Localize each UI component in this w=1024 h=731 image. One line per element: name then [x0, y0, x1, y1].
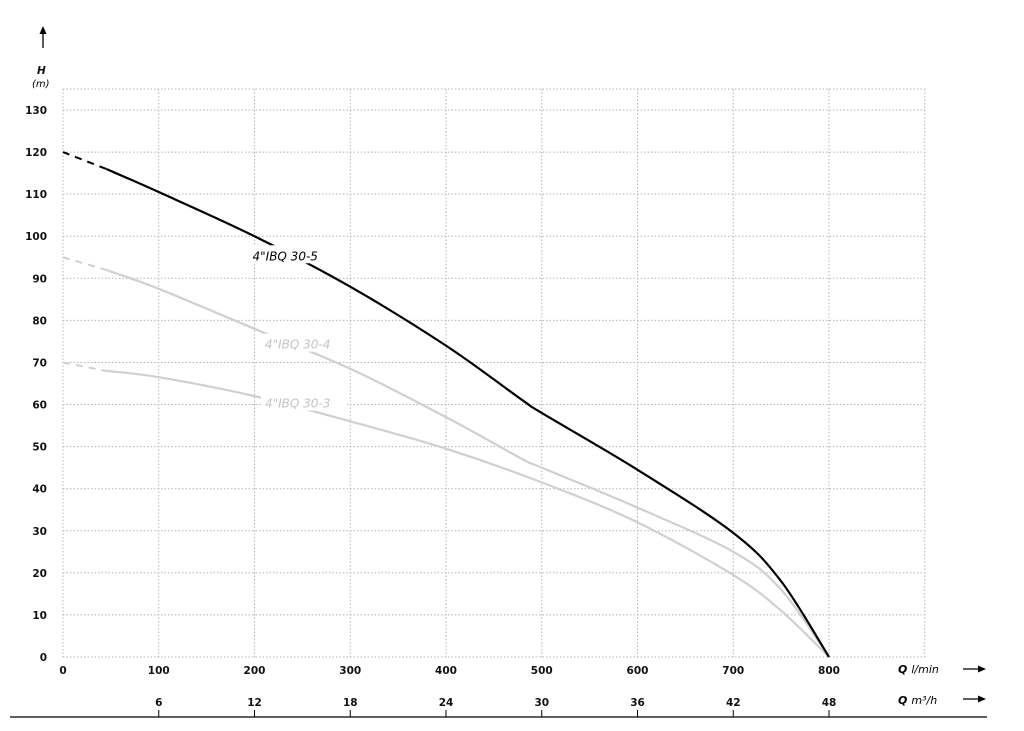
x-tick-label: 800: [818, 665, 840, 677]
y-tick-label: 120: [25, 147, 47, 159]
series-label: 4"IBQ 30-5: [253, 249, 318, 263]
axes: 0 10 20 30 40 50 60 70 80 90 100 110 120 130 0 100 200 30…: [10, 105, 987, 718]
y-tick-label: 90: [32, 273, 47, 285]
x2-tick-label: 42: [726, 697, 741, 709]
x2-tick-label: 30: [534, 697, 549, 709]
x-axis-arrow-icon: [963, 665, 986, 673]
x-tick-label: 300: [339, 665, 361, 677]
grid: [62, 88, 926, 658]
x2-tick-label: 36: [630, 697, 645, 709]
x2-tick-label: 24: [439, 697, 454, 709]
y-tick-label: 100: [25, 231, 47, 243]
y-axis-arrow-icon: [39, 26, 47, 48]
x-tick-label: 100: [148, 665, 170, 677]
x2-tick-label: 12: [247, 697, 262, 709]
y-tick-label: 110: [25, 189, 47, 201]
y-axis-unit: (m): [32, 79, 50, 90]
x-tick-label: 600: [627, 665, 649, 677]
x2-tick-label: 6: [155, 697, 162, 709]
y-tick-label: 30: [32, 526, 47, 538]
series-label: 4"IBQ 30-3: [265, 397, 330, 411]
series-label-background: [260, 333, 347, 352]
y-tick-label: 80: [32, 315, 47, 327]
series-dashed-line: [62, 361, 107, 372]
x2-axis-arrow-icon: [963, 695, 986, 703]
series-line: [105, 268, 830, 658]
series-dashed-line: [62, 256, 107, 271]
curves: [62, 151, 830, 658]
curve-labels: 4"IBQ 30-3 4"IBQ 30-4 4"IBQ 30-5: [248, 245, 347, 411]
y-axis-label: H: [37, 65, 46, 77]
y-tick-label: 70: [32, 357, 47, 369]
x-tick-label: 500: [531, 665, 553, 677]
x-tick-label: 400: [435, 665, 457, 677]
series-label-background: [260, 392, 347, 411]
x2-tick-label: 18: [343, 697, 358, 709]
series-line: [105, 369, 830, 658]
y-tick-label: 0: [40, 652, 47, 664]
x-tick-label: 700: [722, 665, 744, 677]
series-line: [105, 167, 830, 658]
x-tick-label: 0: [59, 665, 66, 677]
y-tick-label: 20: [32, 568, 47, 580]
x-tick-label: 200: [244, 665, 266, 677]
y-tick-label: 130: [25, 105, 47, 117]
series-dashed-line: [62, 151, 107, 170]
y-tick-label: 10: [32, 610, 47, 622]
y-tick-label: 50: [32, 442, 47, 454]
y-tick-label: 60: [32, 400, 47, 412]
x2-tick-label: 48: [822, 697, 837, 709]
series-label: 4"IBQ 30-4: [265, 338, 330, 352]
series-label-background: [248, 245, 335, 264]
y-tick-label: 40: [32, 484, 47, 496]
